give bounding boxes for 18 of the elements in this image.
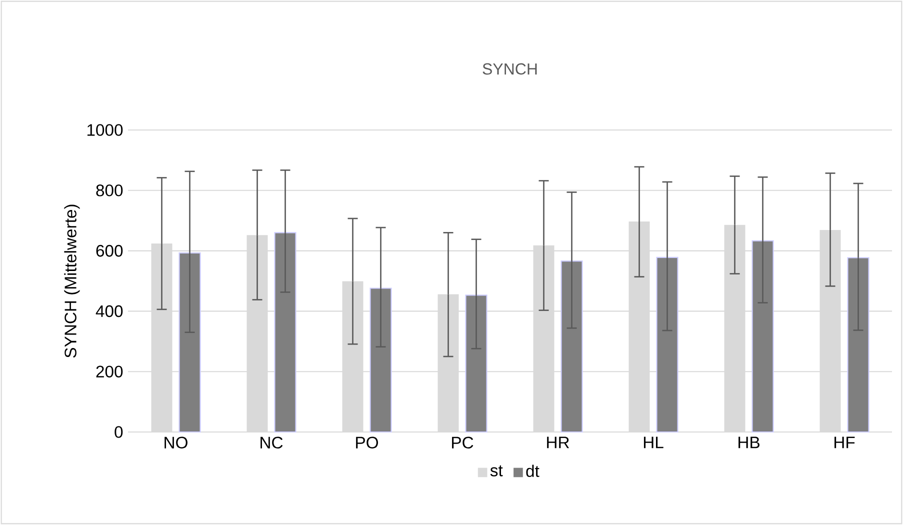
y-tick-label: 1000 — [87, 124, 123, 136]
x-tick-label: HR — [547, 436, 570, 448]
x-tick-label: HL — [644, 436, 664, 448]
y-tick-label: 0 — [114, 426, 123, 438]
x-tick-label: HF — [834, 436, 855, 448]
x-tick-label: HB — [738, 436, 760, 448]
y-axis-title: SYNCH (Mittelwerte) — [64, 204, 80, 358]
x-tick-label: NC — [260, 436, 283, 449]
x-tick-label: PO — [356, 436, 378, 449]
y-tick-label: 600 — [96, 244, 123, 257]
legend-label: st — [490, 465, 503, 476]
x-tick-label: NO — [164, 436, 188, 449]
x-tick-label: PC — [452, 436, 474, 449]
legend-label: dt — [526, 464, 540, 478]
y-tick-label: 800 — [96, 184, 123, 196]
y-tick-label: 400 — [96, 305, 123, 318]
chart-title: SYNCH — [482, 63, 537, 75]
y-tick-label: 200 — [96, 366, 123, 378]
